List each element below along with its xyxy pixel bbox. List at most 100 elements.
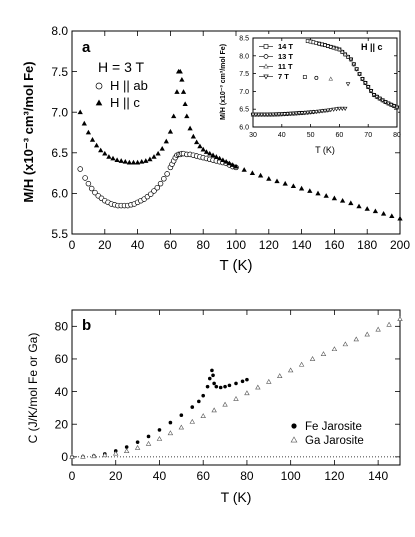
data-point-filled-circle [240, 379, 245, 384]
x-tick-label: 60 [197, 469, 211, 483]
x-tick-label: 0 [69, 469, 76, 483]
data-point-filled-circle [135, 440, 140, 444]
data-point-open-triangle [113, 450, 119, 456]
data-point-filled-triangle [147, 156, 153, 162]
data-point-open-triangle [167, 430, 174, 436]
inset-point-open-down-triangle [331, 107, 336, 112]
inset-point-open-down-triangle [319, 109, 325, 114]
data-point-filled-triangle [194, 139, 200, 145]
legend-marker [263, 54, 269, 59]
y-tick-label: 7.0 [239, 89, 249, 96]
inset-point-open-down-triangle [388, 103, 394, 108]
inset-point-open-down-triangle [302, 111, 308, 116]
data-point-filled-circle [201, 393, 205, 398]
y-tick-label: 7.5 [239, 71, 249, 78]
data-point-open-triangle [123, 448, 130, 454]
inset-point-open-down-triangle [259, 112, 264, 117]
data-point-open-triangle [134, 444, 141, 450]
x-tick-label: 50 [307, 132, 315, 139]
data-point-filled-circle [212, 381, 216, 386]
data-point-filled-triangle [106, 154, 112, 159]
legend-label: H || c [110, 95, 140, 110]
y-tick-label: 6.5 [51, 146, 68, 160]
x-tick-label: 100 [226, 238, 246, 252]
data-point-filled-triangle [81, 120, 87, 126]
legend-label: Fe Jarosite [305, 421, 362, 433]
inset-point-open-down-triangle [253, 112, 259, 117]
data-point-filled-triangle [167, 128, 174, 134]
x-tick-label: 20 [109, 469, 123, 483]
data-point-filled-triangle [348, 200, 354, 206]
data-point-filled-triangle [151, 154, 157, 159]
legend-marker [290, 436, 298, 443]
data-point-filled-triangle [130, 159, 137, 165]
x-tick-label: 40 [153, 469, 167, 483]
data-point-open-triangle [342, 341, 349, 347]
legend-marker [291, 423, 297, 429]
inset-xlabel: T (K) [315, 145, 335, 155]
inset-point-open-down-triangle [328, 108, 334, 113]
x-tick-label: 30 [249, 132, 257, 139]
inset-ticks: 30 40 50 60 70 80 6.0 6.5 7.0 7.5 8.0 8.5 [239, 35, 401, 139]
y-tick-label: 5.5 [51, 227, 68, 241]
inset-point-open-down-triangle [354, 67, 359, 72]
inset-point-open-down-triangle [296, 111, 302, 116]
y-tick-label: 7.5 [51, 65, 68, 79]
x-tick-label: 100 [281, 469, 301, 483]
inset-point-open-down-triangle [368, 89, 374, 94]
inset-frame [252, 37, 398, 128]
inset-ylabel: M/H (x10⁻³ cm³/mol Fe) [220, 44, 227, 120]
data-point-filled-triangle [203, 149, 210, 154]
data-point-open-triangle [364, 331, 370, 337]
legend-label: 13 T [278, 52, 293, 61]
data-point-open-circle [161, 176, 167, 182]
data-point-filled-triangle [180, 89, 187, 94]
data-point-filled-triangle [323, 193, 329, 198]
legend-marker [95, 99, 103, 106]
inset-point-open-triangle [334, 46, 339, 51]
panel-b-marks [69, 316, 403, 459]
inset-point-open-square [302, 75, 307, 79]
legend-label: Ga Jarosite [305, 435, 364, 447]
data-point-open-circle [164, 171, 170, 177]
inset-point-open-down-triangle [311, 110, 316, 115]
data-point-open-circle [151, 188, 157, 194]
inset-point-open-down-triangle [391, 104, 397, 109]
panel-b-ylabel: C (J/K/mol Fe or Ga) [26, 333, 40, 444]
inset-point-open-down-triangle [268, 112, 273, 117]
data-point-filled-triangle [372, 208, 379, 214]
inset-point-open-down-triangle [270, 112, 276, 117]
x-tick-label: 60 [336, 132, 344, 139]
data-point-open-triangle [331, 346, 338, 352]
inset-point-open-down-triangle [340, 106, 345, 111]
x-tick-label: 0 [69, 238, 76, 252]
data-point-filled-triangle [389, 213, 395, 219]
x-tick-label: 80 [197, 238, 211, 252]
data-point-filled-circle [207, 376, 212, 381]
inset-point-open-down-triangle [348, 57, 354, 62]
inset-point-open-down-triangle [351, 62, 357, 67]
data-point-filled-triangle [182, 101, 188, 106]
panel-b-frame [71, 309, 401, 466]
y-tick-label: 0 [61, 450, 68, 464]
inset-title: H || c [361, 42, 383, 52]
y-tick-label: 6.5 [239, 107, 249, 114]
data-point-filled-triangle [155, 150, 161, 156]
data-point-filled-triangle [282, 180, 288, 186]
data-point-open-triangle [91, 453, 97, 459]
data-point-open-circle [147, 191, 154, 197]
x-tick-label: 140 [368, 469, 388, 483]
inset-point-open-down-triangle [360, 77, 365, 82]
data-point-filled-circle [157, 428, 162, 432]
data-point-filled-triangle [213, 154, 219, 159]
data-point-filled-triangle [98, 147, 104, 153]
inset-point-open-down-triangle [299, 111, 305, 116]
data-point-filled-triangle [174, 89, 180, 94]
data-point-open-triangle [320, 351, 327, 356]
data-point-filled-triangle [139, 158, 145, 164]
inset-point-open-down-triangle [305, 110, 310, 115]
data-point-open-triangle [189, 418, 195, 424]
inset-point-open-down-triangle [293, 111, 299, 116]
inset-point-open-down-triangle [365, 85, 371, 90]
data-point-filled-triangle [364, 206, 370, 211]
